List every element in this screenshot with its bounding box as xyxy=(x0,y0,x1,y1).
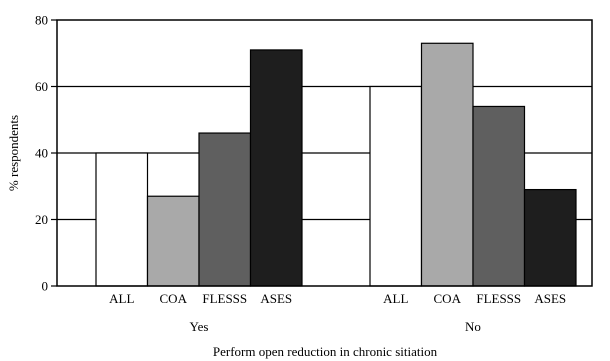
y-axis: 0 20 40 60 80 xyxy=(35,13,57,294)
bars xyxy=(95,42,577,287)
x-axis-title: Perform open reduction in chronic sitiat… xyxy=(213,344,438,359)
x-tick-label: COA xyxy=(434,291,462,306)
x-tick-label: ASES xyxy=(534,291,566,306)
x-tick-label: ALL xyxy=(109,291,134,306)
x-tick-label: FLESSS xyxy=(476,291,521,306)
x-tick-label: COA xyxy=(160,291,188,306)
x-axis: ALL COA FLESSS ASES Yes ALL COA FLESSS ASES No xyxy=(109,291,566,334)
group-label: Yes xyxy=(190,319,209,334)
y-axis-title: % respondents xyxy=(6,115,21,191)
x-tick-label: ALL xyxy=(383,291,408,306)
bar-yes-ases xyxy=(249,49,303,287)
y-tick-label: 80 xyxy=(35,13,48,28)
bar-no-flesss xyxy=(472,105,526,287)
y-tick-label: 0 xyxy=(42,279,49,294)
bar-yes-flesss xyxy=(198,132,252,287)
bar-yes-coa xyxy=(146,195,200,287)
y-tick-label: 40 xyxy=(35,146,48,161)
x-tick-label: ASES xyxy=(260,291,292,306)
y-tick-label: 20 xyxy=(35,212,48,227)
bar-no-all xyxy=(369,85,423,287)
x-tick-label: FLESSS xyxy=(202,291,247,306)
group-label: No xyxy=(465,319,481,334)
bar-yes-all xyxy=(95,152,149,287)
y-tick-label: 60 xyxy=(35,79,48,94)
bar-no-coa xyxy=(420,42,474,287)
bar-no-ases xyxy=(523,188,577,287)
